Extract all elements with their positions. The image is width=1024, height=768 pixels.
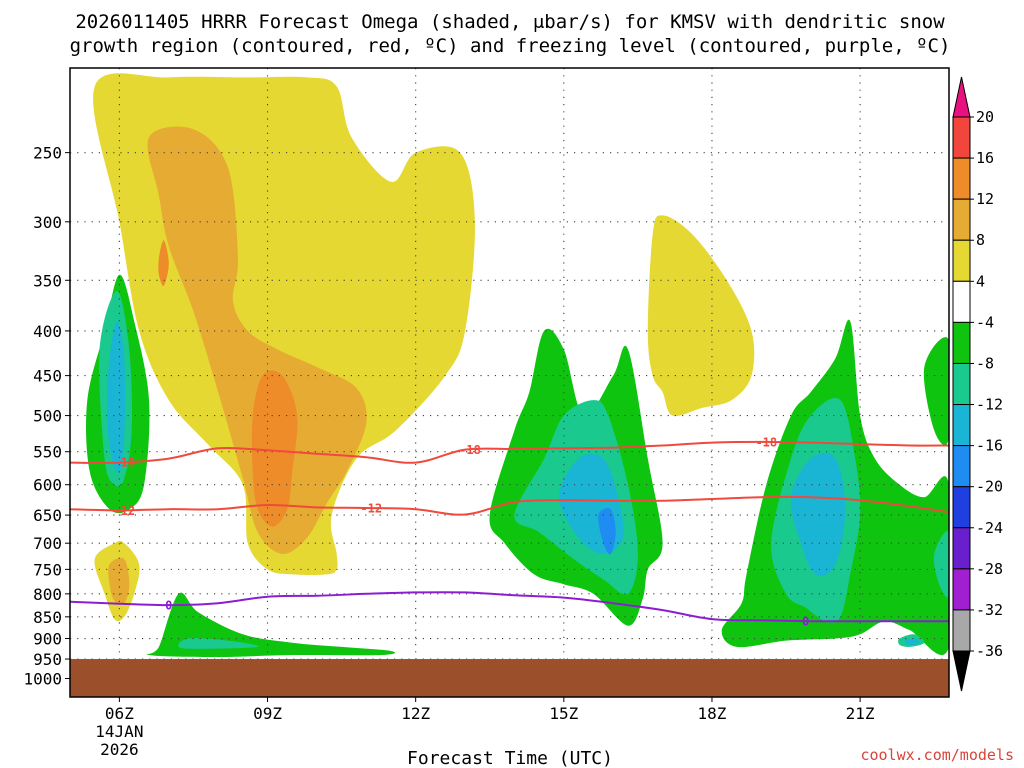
x-tick-label-15Z: 15Z	[549, 704, 578, 723]
omega-region-neg16-22	[598, 508, 616, 555]
y-axis: 250 300 350 400 450 500 550 600 650 700 750 800 850 9…	[23, 144, 70, 688]
colorbar-bin-11	[952, 568, 971, 611]
y-tick-label-350: 350	[33, 271, 62, 290]
y-tick-label-950: 950	[33, 650, 62, 669]
x-tick-label-06Z: 06Z	[105, 704, 134, 723]
y-tick-label-800: 800	[33, 585, 62, 604]
colorbar-label-3: 8	[976, 231, 985, 249]
y-tick-label-900: 900	[33, 630, 62, 649]
x-tick-label-18Z: 18Z	[698, 704, 727, 723]
plot-frame	[69, 67, 950, 698]
colorbar-bin-7	[952, 404, 971, 447]
credit-text: coolwx.com/models	[860, 746, 1014, 764]
y-tick-label-450: 450	[33, 367, 62, 386]
contour-line-dgz-lower	[70, 495, 949, 516]
omega-region-neg4-11	[923, 337, 949, 446]
colorbar-label-6: -8	[976, 354, 994, 372]
colorbar-bin-4	[952, 280, 971, 323]
colorbar-label-10: -24	[976, 519, 1003, 537]
y-tick-label-500: 500	[33, 407, 62, 426]
chart-title-line-2: growth region (contoured, red, ºC) and f…	[70, 35, 951, 57]
below-ground-fill	[70, 659, 949, 697]
colorbar-bin-1	[952, 157, 971, 200]
contour-label-dgz-lower-1: -12	[360, 502, 382, 516]
y-tick-label-850: 850	[33, 608, 62, 627]
contour-label-freezing-level-0: 0	[165, 599, 172, 613]
y-tick-label-750: 750	[33, 560, 62, 579]
y-tick-label-300: 300	[33, 213, 62, 232]
omega-region-pos12-5	[158, 240, 169, 286]
omega-region-neg8-13	[178, 638, 259, 649]
colorbar-label-2: 12	[976, 190, 994, 208]
colorbar-label-13: -36	[976, 642, 1003, 660]
omega-region-neg12-18	[106, 321, 126, 473]
y-tick-label-700: 700	[33, 534, 62, 553]
colorbar-top-triangle	[952, 76, 971, 118]
gridlines	[70, 68, 949, 697]
y-tick-label-250: 250	[33, 144, 62, 163]
omega-region-neg8-16	[933, 530, 949, 597]
omega-region-neg12-20	[790, 452, 846, 576]
colorbar-label-11: -28	[976, 560, 1003, 578]
omega-region-pos12-6	[251, 370, 298, 527]
x-tick-year-label: 2026	[100, 740, 139, 759]
y-tick-label-650: 650	[33, 506, 62, 525]
y-tick-label-400: 400	[33, 322, 62, 341]
colorbar-label-0: 20	[976, 108, 994, 126]
colorbar-bin-3	[952, 239, 971, 282]
plot-area: -18 -18 -18 -12 -12 0 0	[70, 68, 949, 697]
x-tick-date-label: 14JAN	[95, 722, 143, 741]
contour-label-dgz-lower-0: -12	[113, 504, 135, 518]
colorbar: 20 16 12 8 4 -4 -8 -12 -16 -20 -24 -28 -32 -36	[952, 76, 1003, 692]
colorbar-label-9: -20	[976, 478, 1003, 496]
y-tick-label-1000: 1000	[23, 669, 62, 688]
y-tick-label-600: 600	[33, 476, 62, 495]
x-tick-label-12Z: 12Z	[401, 704, 430, 723]
colorbar-bottom-triangle	[952, 650, 971, 692]
colorbar-bin-12	[952, 609, 971, 652]
colorbar-label-7: -12	[976, 396, 1003, 414]
colorbar-bin-0	[952, 116, 971, 159]
omega-region-neg12-21	[904, 638, 920, 645]
omega-region-pos4-2	[647, 215, 755, 417]
colorbar-label-4: 4	[976, 272, 985, 290]
colorbar-label-12: -32	[976, 601, 1003, 619]
colorbar-label-5: -4	[976, 313, 994, 331]
colorbar-label-1: 16	[976, 149, 994, 167]
contours: -18 -18 -18 -12 -12 0 0	[70, 436, 949, 629]
colorbar-label-8: -16	[976, 437, 1003, 455]
colorbar-bin-5	[952, 321, 971, 364]
x-tick-label-09Z: 09Z	[253, 704, 282, 723]
colorbar-bin-9	[952, 486, 971, 529]
x-tick-label-21Z: 21Z	[846, 704, 875, 723]
colorbar-bin-10	[952, 527, 971, 570]
x-axis-label: Forecast Time (UTC)	[407, 748, 613, 768]
contour-label-dgz-upper-1: -18	[459, 443, 481, 457]
contour-label-dgz-upper-2: -18	[755, 436, 777, 450]
contour-line-freezing-level	[70, 591, 949, 623]
colorbar-bin-2	[952, 198, 971, 241]
contour-line-dgz-upper	[70, 440, 949, 464]
contour-label-dgz-upper-0: -18	[113, 456, 135, 470]
y-tick-label-550: 550	[33, 443, 62, 462]
colorbar-bin-8	[952, 445, 971, 488]
omega-region-pos8-3	[147, 126, 367, 554]
colorbar-bin-6	[952, 362, 971, 406]
omega-shading	[85, 73, 949, 657]
contour-label-freezing-level-1: 0	[802, 615, 809, 629]
chart-title-line-1: 2026011405 HRRR Forecast Omega (shaded, …	[75, 11, 945, 33]
